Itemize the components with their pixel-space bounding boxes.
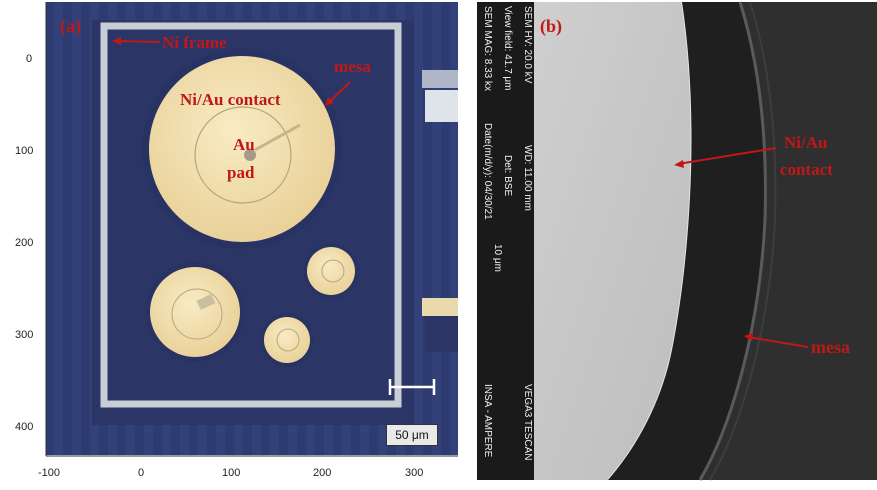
annotation-pad: pad [227,163,255,182]
sem-site: INSA - AMPERE [482,384,493,458]
y-tick-label: 300 [15,329,34,341]
y-tick-label: 400 [15,421,34,433]
sem-mag: SEM MAG: 8.33 kx [482,6,493,92]
y-tick-label: 0 [26,53,33,65]
annotation-au: Au [233,135,255,154]
sem-detector: Det: BSE [502,155,513,197]
panel-label-a: (a) [60,16,81,36]
sem-brand-logo: VEGA3 TESCAN [522,384,533,461]
ni-au-contact [149,56,335,242]
sem-date: Date(m/d/y): 04/30/21 [482,123,493,220]
au-pad [244,149,256,161]
panel-a: (a) Ni frame mesa Ni/Au contact Au pad 5… [15,2,458,479]
annotation-contact: Ni/Au contact [180,90,281,109]
ni-frame [100,22,402,408]
scale-bar-label: 50 μm [386,424,438,446]
annotation-ni-frame: Ni frame [162,33,227,52]
x-tick-label: 300 [405,467,424,479]
y-tick-label: 100 [15,145,34,157]
optical-micrograph [45,2,458,457]
y-tick-label: 200 [15,237,34,249]
sem-view-field: View field: 41.7 μm [502,6,513,91]
panel-label-b: (b) [540,16,562,36]
x-tick-label: -100 [38,467,61,479]
x-tick-label: 200 [313,467,332,479]
sem-wd: WD: 11.00 mm [522,145,533,211]
ni-au-contact-region [534,2,692,480]
sem-hv: SEM HV: 20.0 kV [522,6,533,84]
annotation-contact-b: contact [780,160,833,179]
x-tick-label: 100 [222,467,241,479]
x-tick-label: 0 [138,467,145,479]
annotation-mesa-b: mesa [811,337,850,357]
sem-scale-label: 10 μm [492,244,503,272]
sem-info-strip [477,2,534,480]
annotation-ni-au: Ni/Au [784,133,828,152]
annotation-mesa: mesa [334,57,371,76]
